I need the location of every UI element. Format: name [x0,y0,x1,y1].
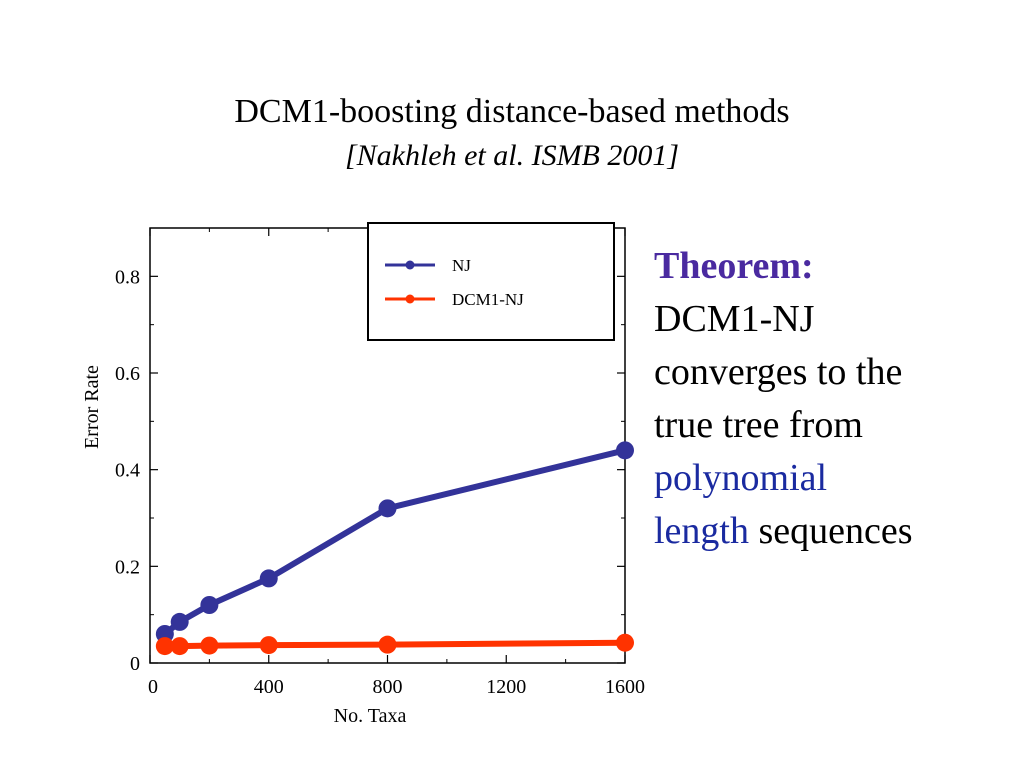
x-tick-label: 400 [254,676,284,698]
y-tick-label: 0.2 [115,556,140,578]
x-axis-label: No. Taxa [334,705,407,727]
theorem-line-3: true tree from [654,404,863,446]
data-point-dcm1-nj [259,636,278,655]
x-tick-label: 1600 [605,676,645,698]
series-line-nj [162,447,626,637]
data-point-dcm1-nj [378,635,397,654]
theorem-heading: Theorem: [654,245,814,287]
theorem-line-4: polynomial [654,457,828,499]
legend-label-nj: NJ [452,256,471,275]
data-point-nj [378,499,397,518]
legend-label-dcm1-nj: DCM1-NJ [452,290,524,309]
x-tick-label: 1200 [486,676,526,698]
theorem-line-1: DCM1-NJ [654,298,815,340]
theorem-text: Theorem: DCM1-NJ converges to the true t… [654,240,1014,558]
theorem-line-2: converges to the [654,351,903,393]
data-point-nj [170,612,189,631]
series-layer [155,441,634,656]
legend-marker-nj [405,260,415,270]
slide-subtitle: [Nakhleh et al. ISMB 2001] [344,139,680,172]
y-tick-label: 0.6 [115,363,140,385]
y-axis-label: Error Rate [81,365,103,449]
data-point-dcm1-nj [155,637,174,656]
legend-marker-dcm1-nj [405,294,415,304]
data-point-nj [616,441,634,460]
axis-ticks: 0 0.2 0.4 0.6 0.8 0 400 800 1200 1600 [115,228,645,698]
data-point-nj [200,596,219,614]
theorem-line-5: length sequences [654,505,1014,558]
data-point-dcm1-nj [200,636,219,655]
legend: NJ DCM1-NJ [367,222,615,341]
y-tick-label: 0.8 [115,266,140,288]
data-point-nj [259,569,278,588]
x-tick-label: 800 [373,676,403,698]
y-tick-label: 0.4 [115,460,140,482]
y-tick-label: 0 [130,653,140,675]
slide-title: DCM1-boosting distance-based methods [234,93,790,130]
theorem-line-5-rest: sequences [748,510,913,552]
theorem-highlight-length: length [654,510,749,552]
data-point-dcm1-nj [616,633,634,652]
data-point-dcm1-nj [170,637,189,656]
legend-box [367,222,615,341]
x-tick-label: 0 [148,676,158,698]
